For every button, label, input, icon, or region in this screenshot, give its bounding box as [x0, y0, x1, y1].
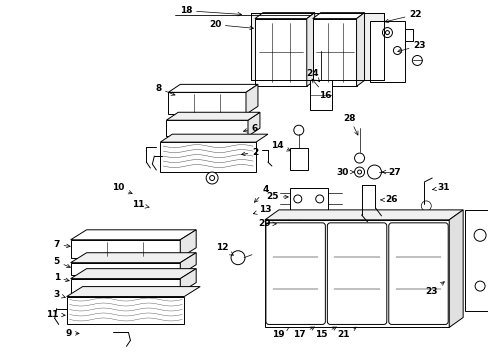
- Circle shape: [385, 31, 388, 35]
- Text: 28: 28: [343, 114, 357, 135]
- Circle shape: [286, 217, 300, 231]
- Circle shape: [354, 167, 364, 177]
- Text: 6: 6: [243, 124, 258, 133]
- Text: 5: 5: [54, 257, 70, 267]
- Polygon shape: [312, 13, 364, 19]
- Circle shape: [293, 125, 303, 135]
- Bar: [309, 80, 331, 110]
- Circle shape: [354, 153, 364, 163]
- Bar: [289, 148, 307, 170]
- Text: 21: 21: [337, 327, 356, 339]
- Polygon shape: [166, 112, 260, 120]
- Text: 11: 11: [132, 201, 149, 210]
- Text: 19: 19: [271, 327, 288, 339]
- Text: 12: 12: [215, 243, 233, 255]
- Circle shape: [206, 172, 218, 184]
- Polygon shape: [356, 13, 364, 86]
- Polygon shape: [160, 142, 255, 172]
- Polygon shape: [71, 240, 180, 258]
- Polygon shape: [168, 92, 245, 114]
- Text: 22: 22: [384, 10, 421, 23]
- Text: 13: 13: [253, 206, 271, 215]
- Polygon shape: [180, 269, 196, 293]
- Polygon shape: [369, 21, 405, 82]
- Text: 24: 24: [306, 69, 319, 82]
- Polygon shape: [166, 120, 247, 136]
- Circle shape: [382, 28, 392, 37]
- Polygon shape: [405, 28, 412, 41]
- Circle shape: [209, 176, 214, 180]
- FancyBboxPatch shape: [388, 223, 447, 324]
- FancyBboxPatch shape: [326, 223, 386, 324]
- Polygon shape: [250, 13, 384, 80]
- Polygon shape: [254, 13, 314, 19]
- Circle shape: [230, 251, 244, 265]
- Text: 11: 11: [46, 310, 65, 319]
- Polygon shape: [247, 112, 260, 136]
- Circle shape: [357, 170, 361, 174]
- Text: 8: 8: [155, 84, 175, 95]
- Circle shape: [421, 201, 430, 211]
- FancyBboxPatch shape: [265, 223, 325, 324]
- Text: 7: 7: [53, 240, 70, 249]
- Polygon shape: [71, 230, 196, 240]
- Polygon shape: [264, 210, 462, 220]
- Text: 27: 27: [382, 167, 400, 176]
- Text: 29: 29: [258, 219, 276, 228]
- Text: 10: 10: [112, 184, 132, 194]
- Polygon shape: [71, 269, 196, 279]
- Polygon shape: [71, 279, 180, 293]
- Text: 26: 26: [380, 195, 397, 204]
- Polygon shape: [448, 210, 462, 328]
- Polygon shape: [306, 13, 314, 86]
- Text: 9: 9: [65, 329, 79, 338]
- Circle shape: [315, 195, 323, 203]
- Circle shape: [367, 165, 381, 179]
- Text: 25: 25: [266, 193, 287, 202]
- Polygon shape: [66, 297, 184, 324]
- Circle shape: [293, 195, 301, 203]
- Polygon shape: [71, 253, 196, 263]
- Text: 4: 4: [254, 185, 268, 202]
- Polygon shape: [160, 134, 267, 142]
- Bar: [289, 188, 327, 210]
- Polygon shape: [168, 84, 258, 92]
- Polygon shape: [264, 220, 448, 328]
- Text: 2: 2: [241, 148, 258, 157]
- Polygon shape: [71, 263, 180, 275]
- Circle shape: [411, 55, 422, 66]
- Text: 15: 15: [315, 327, 336, 339]
- Text: 1: 1: [54, 273, 69, 282]
- Text: 20: 20: [208, 20, 253, 30]
- Polygon shape: [312, 19, 356, 86]
- Circle shape: [473, 229, 485, 241]
- Text: 30: 30: [336, 167, 353, 176]
- Text: 18: 18: [180, 6, 241, 16]
- Text: 14: 14: [270, 141, 290, 151]
- Polygon shape: [245, 84, 258, 114]
- Circle shape: [290, 221, 296, 227]
- Circle shape: [393, 46, 401, 54]
- Text: 31: 31: [432, 184, 448, 193]
- Text: 3: 3: [54, 290, 65, 299]
- Text: 16: 16: [311, 79, 331, 100]
- Polygon shape: [66, 287, 200, 297]
- Circle shape: [474, 281, 484, 291]
- Polygon shape: [180, 253, 196, 275]
- Polygon shape: [180, 230, 196, 258]
- Text: 17: 17: [293, 327, 314, 339]
- Text: 23: 23: [397, 41, 425, 52]
- Polygon shape: [254, 19, 306, 86]
- Text: 23: 23: [424, 282, 444, 296]
- Polygon shape: [464, 210, 488, 311]
